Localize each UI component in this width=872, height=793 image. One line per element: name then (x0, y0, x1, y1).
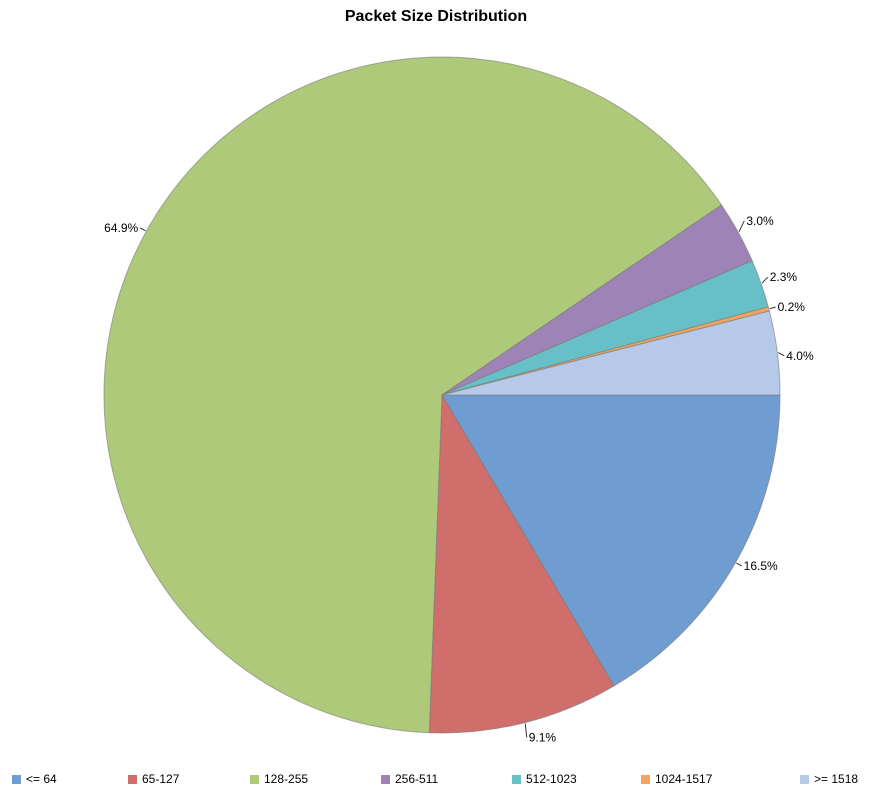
legend-item-1[interactable]: <= 64 (12, 770, 57, 788)
pie-labels: 16.5% 9.1% 64.9% 3.0% 2.3% 0.2% 4.0% (104, 214, 814, 745)
legend-label: 128-255 (264, 772, 309, 786)
legend-swatch (250, 774, 259, 784)
label-leader-7 (778, 352, 785, 357)
label-leader-4 (738, 220, 745, 232)
pie-slice-3[interactable] (103, 56, 723, 734)
legend-label: 256-511 (395, 772, 439, 786)
legend-label: <= 64 (26, 772, 57, 786)
legend-swatch (512, 774, 521, 784)
legend-swatch (800, 774, 809, 784)
legend-item-3[interactable]: 128-255 (250, 770, 308, 788)
legend-swatch (128, 774, 137, 784)
legend-swatch (641, 774, 650, 784)
label-leader-3 (139, 227, 146, 232)
slice-value-label-4: 3.0% (746, 214, 774, 228)
slice-value-label-3: 64.9% (104, 221, 138, 235)
slice-value-label-5: 2.3% (770, 270, 798, 284)
legend-label: 65-127 (142, 772, 180, 786)
slice-value-label-1: 16.5% (744, 559, 778, 573)
legend-swatch (12, 774, 21, 784)
slice-value-label-7: 4.0% (786, 349, 814, 363)
chart-title: Packet Size Distribution (344, 8, 528, 25)
pie-slices (103, 56, 781, 734)
legend: <= 64 65-127 128-255 256-511 512-1023 1024-15… (0, 770, 872, 788)
pie-slice-7[interactable] (441, 310, 781, 396)
label-leader-5 (761, 276, 769, 284)
legend-item-7[interactable]: >= 1518 (800, 770, 858, 788)
pie-slice-2[interactable] (428, 393, 615, 734)
label-leader-1 (736, 562, 742, 567)
legend-item-6[interactable]: 1024-1517 (641, 770, 712, 788)
label-leader-6 (769, 306, 776, 310)
legend-label: >= 1518 (814, 772, 859, 786)
legend-swatch (381, 774, 390, 784)
label-leader-2 (524, 723, 528, 738)
pie-slice-1[interactable] (441, 394, 781, 687)
slice-value-label-6: 0.2% (778, 300, 806, 314)
legend-item-5[interactable]: 512-1023 (512, 770, 577, 788)
legend-item-2[interactable]: 65-127 (128, 770, 179, 788)
legend-label: 1024-1517 (655, 772, 713, 786)
slice-value-label-2: 9.1% (529, 730, 557, 744)
legend-item-4[interactable]: 256-511 (381, 770, 438, 788)
legend-label: 512-1023 (526, 772, 577, 786)
